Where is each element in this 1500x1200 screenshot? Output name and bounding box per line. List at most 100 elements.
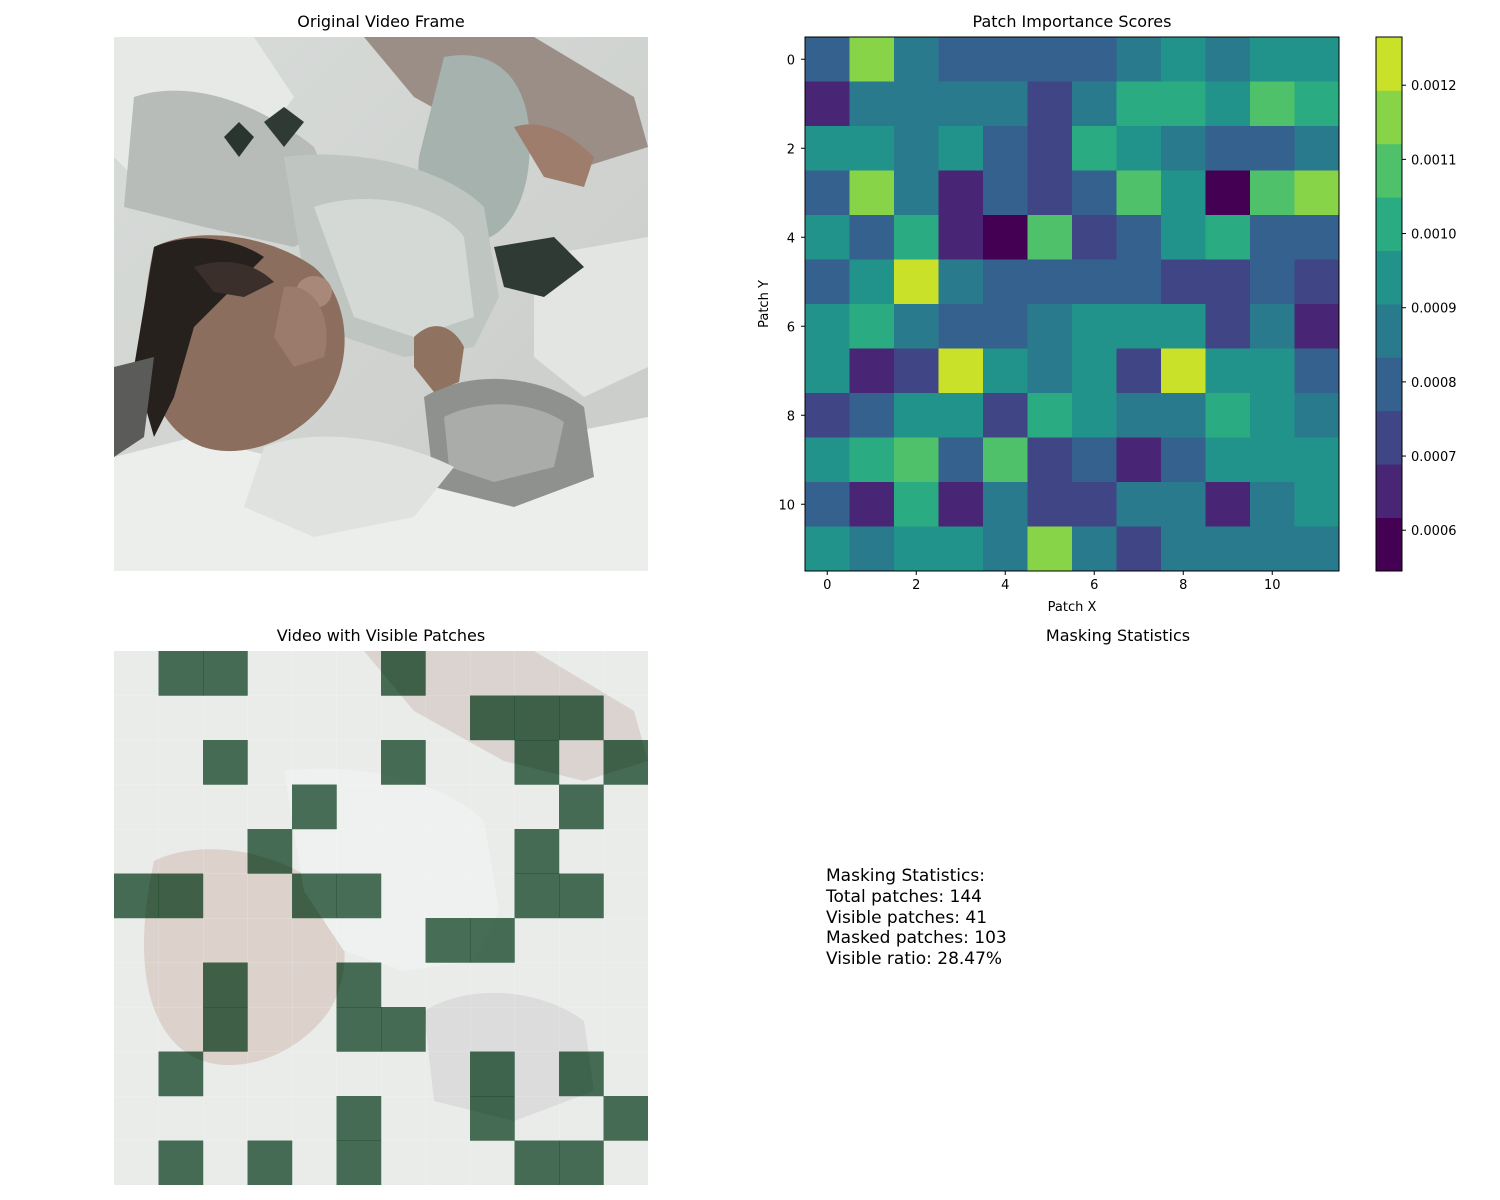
heatmap-cell	[1294, 37, 1340, 82]
x-tick-label: 2	[912, 578, 920, 593]
masked-patch	[247, 740, 293, 785]
masked-patch	[425, 740, 471, 785]
heatmap-cell	[805, 259, 850, 305]
visible-patch	[559, 873, 604, 919]
x-axis-label: Patch X	[1048, 600, 1097, 615]
heatmap-cell	[1116, 170, 1162, 216]
masked-patch	[381, 1140, 426, 1185]
heatmap-cell	[1205, 81, 1251, 127]
visible-patch	[158, 1140, 204, 1185]
heatmap-cell	[1205, 304, 1251, 349]
masked-patch	[203, 784, 248, 830]
masked-patch	[158, 784, 204, 830]
heatmap-cell	[849, 126, 895, 171]
heatmap-cell	[1250, 304, 1295, 349]
masked-patch	[114, 695, 159, 741]
heatmap-cell	[983, 126, 1028, 171]
heatmap-cell	[1116, 348, 1162, 394]
visible-patch	[381, 1007, 426, 1052]
colorbar-tick-label: 0.0006	[1411, 524, 1457, 539]
visible-patch	[514, 695, 560, 741]
x-tick-label: 4	[1001, 578, 1009, 593]
masked-patch	[559, 740, 604, 785]
masked-patch	[158, 918, 204, 963]
stats-visible-patches: Visible patches: 41	[826, 907, 988, 928]
heatmap-cell	[938, 348, 984, 394]
masked-patch	[247, 918, 293, 963]
masked-patch	[292, 1007, 337, 1052]
stats-total-patches: Total patches: 144	[826, 886, 982, 907]
heatmap-cell	[805, 482, 850, 527]
masked-patch	[114, 918, 159, 963]
masked-patch	[247, 784, 293, 830]
x-tick-label: 10	[1264, 578, 1281, 593]
masked-patch	[114, 962, 159, 1008]
heatmap-cell	[1205, 348, 1251, 394]
masked-patch	[292, 918, 337, 963]
heatmap-cell	[1116, 259, 1162, 305]
masked-patch	[247, 695, 293, 741]
heatmap-cell	[1027, 126, 1073, 171]
masked-patch	[470, 784, 515, 830]
masked-patch	[381, 962, 426, 1008]
masked-patch	[203, 1051, 248, 1097]
heatmap-cell	[1205, 437, 1251, 483]
heatmap-cell	[983, 437, 1028, 483]
heatmap-cell	[894, 215, 939, 260]
heatmap-cell	[1250, 482, 1295, 527]
masked-patch	[514, 962, 560, 1008]
masked-patch	[336, 784, 382, 830]
heatmap-cell	[1161, 37, 1206, 82]
x-tick-label: 6	[1090, 578, 1098, 593]
masked-patch	[514, 918, 560, 963]
visible-patch	[381, 651, 426, 696]
masked-patch	[247, 1051, 293, 1097]
heatmap-cell	[1027, 259, 1073, 305]
visible-patch	[158, 651, 204, 696]
heatmap-cell	[983, 259, 1028, 305]
heatmap-cell	[1027, 526, 1073, 572]
colorbar-frame	[1375, 36, 1403, 572]
heatmap-cell	[938, 215, 984, 260]
masked-patch	[514, 1096, 560, 1141]
heatmap-cell	[849, 437, 895, 483]
heatmap-cell	[938, 81, 984, 127]
masked-patch	[203, 1140, 248, 1185]
visible-patch	[292, 784, 337, 830]
heatmap-cell	[1161, 215, 1206, 260]
heatmap-cell	[1116, 81, 1162, 127]
visible-patches-title: Video with Visible Patches	[276, 626, 486, 645]
heatmap-cell	[1250, 393, 1295, 438]
masked-patch	[381, 784, 426, 830]
masked-patch	[247, 873, 293, 919]
visible-patch	[470, 918, 515, 963]
masked-patch	[381, 873, 426, 919]
heatmap-cell	[1116, 215, 1162, 260]
heatmap-cell	[938, 437, 984, 483]
heatmap-cell	[983, 81, 1028, 127]
heatmap-cell	[1072, 482, 1117, 527]
masked-patch	[603, 1140, 648, 1185]
heatmap-cell	[849, 37, 895, 82]
heatmap-cell	[805, 348, 850, 394]
heatmap-cell	[1294, 170, 1340, 216]
masked-patch	[203, 918, 248, 963]
masked-patch	[425, 1140, 471, 1185]
visible-patch	[203, 962, 248, 1008]
heatmap-cell	[938, 170, 984, 216]
heatmap-cell	[1027, 348, 1073, 394]
masked-patch	[336, 829, 382, 874]
masked-patch	[425, 695, 471, 741]
masked-patch	[425, 829, 471, 874]
heatmap-cell	[1161, 170, 1206, 216]
heatmap-cell	[1250, 348, 1295, 394]
visible-patch	[603, 740, 648, 785]
colorbar-tick-label: 0.0012	[1411, 79, 1457, 94]
visible-patch	[247, 829, 293, 874]
visible-patch	[470, 695, 515, 741]
masked-patch	[158, 1096, 204, 1141]
heatmap-cell	[1294, 259, 1340, 305]
masked-patch	[292, 1051, 337, 1097]
masked-patch	[114, 740, 159, 785]
heatmap-cell	[1161, 437, 1206, 483]
